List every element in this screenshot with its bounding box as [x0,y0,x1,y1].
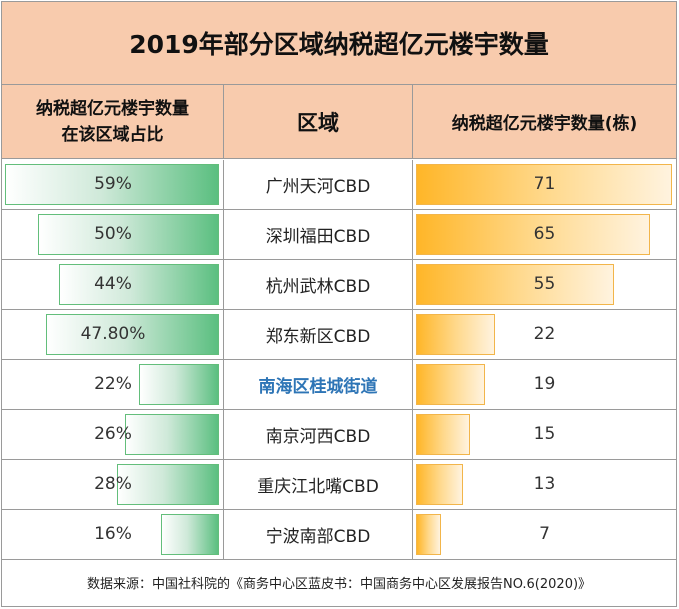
count-bar [416,214,650,255]
table-row: 28% 重庆江北嘴CBD 13 [2,460,676,510]
region-label: 重庆江北嘴CBD [224,460,413,509]
count-bar [416,464,463,505]
share-cell: 26% [2,410,224,459]
table-row: 26% 南京河西CBD 15 [2,410,676,460]
share-bar [46,314,219,355]
count-label: 55 [533,274,556,294]
share-label: 26% [94,424,132,444]
count-cell: 15 [413,410,676,459]
share-bar [5,164,219,205]
share-cell: 22% [2,360,224,409]
count-bar [416,264,614,305]
region-label: 郑东新区CBD [224,310,413,359]
share-bar [139,364,219,405]
count-label: 65 [533,224,556,244]
table-row: 59% 广州天河CBD 71 [2,160,676,210]
share-cell: 47.80% [2,310,224,359]
count-label: 7 [539,524,550,544]
header-share-line-2: 在该区域占比 [61,124,164,145]
count-bar [416,164,672,205]
count-label: 13 [533,474,556,494]
region-label: 南京河西CBD [224,410,413,459]
share-label: 47.80% [80,324,146,344]
region-label: 杭州武林CBD [224,260,413,309]
count-cell: 22 [413,310,676,359]
count-label: 19 [533,374,556,394]
region-label: 宁波南部CBD [224,510,413,559]
count-label: 15 [533,424,556,444]
count-cell: 65 [413,210,676,259]
share-cell: 44% [2,260,224,309]
count-label: 71 [533,174,556,194]
share-bar [117,464,219,505]
share-label: 44% [94,274,132,294]
table-row: 50% 深圳福田CBD 65 [2,210,676,260]
count-bar [416,514,441,555]
header-share-line-1: 纳税超亿元楼宇数量 [36,98,189,119]
count-cell: 55 [413,260,676,309]
share-label: 22% [94,374,132,394]
header-region: 区域 [224,85,413,159]
count-bar [416,314,495,355]
table-row: 44% 杭州武林CBD 55 [2,260,676,310]
share-bar [59,264,219,305]
share-bar [125,414,219,455]
share-bar [161,514,219,555]
region-label: 深圳福田CBD [224,210,413,259]
count-cell: 71 [413,160,676,209]
count-label: 22 [533,324,556,344]
region-label: 广州天河CBD [224,160,413,209]
share-label: 59% [94,174,132,194]
count-cell: 19 [413,360,676,409]
share-cell: 50% [2,210,224,259]
share-label: 16% [94,524,132,544]
share-cell: 59% [2,160,224,209]
chart-title: 2019年部分区域纳税超亿元楼宇数量 [2,2,676,85]
count-bar [416,364,485,405]
share-label: 50% [94,224,132,244]
share-bar [38,214,219,255]
header-count: 纳税超亿元楼宇数量(栋) [413,85,676,159]
table-row: 47.80% 郑东新区CBD 22 [2,310,676,360]
table-row: 22% 南海区桂城街道 19 [2,360,676,410]
share-label: 28% [94,474,132,494]
header-share: 纳税超亿元楼宇数量 在该区域占比 [2,85,224,159]
table-row: 16% 宁波南部CBD 7 [2,510,676,560]
share-cell: 28% [2,460,224,509]
count-cell: 7 [413,510,676,559]
count-cell: 13 [413,460,676,509]
count-bar [416,414,470,455]
region-label: 南海区桂城街道 [224,360,413,409]
source-note: 数据来源：中国社科院的《商务中心区蓝皮书：中国商务中心区发展报告NO.6(202… [86,577,592,592]
share-cell: 16% [2,510,224,559]
